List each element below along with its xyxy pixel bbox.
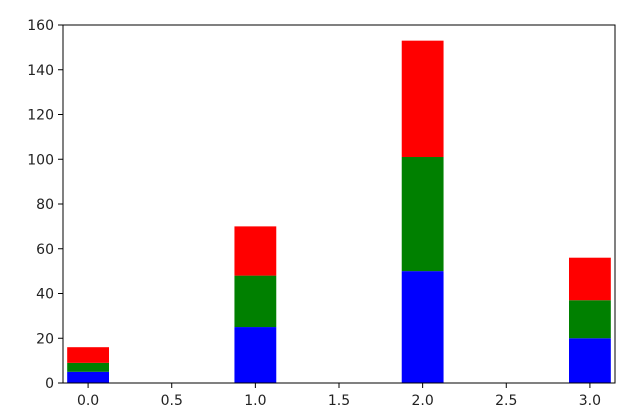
bars-group	[67, 40, 611, 384]
y-tick-label: 20	[36, 331, 54, 347]
bar-segment-0-1	[234, 327, 277, 383]
bar-segment-2-3	[569, 257, 611, 301]
bar-segment-2-2	[401, 40, 444, 158]
y-tick-label: 60	[36, 242, 54, 258]
bar-segment-1-1	[234, 275, 277, 328]
bar-segment-0-0	[67, 371, 109, 383]
y-tick-label: 100	[27, 152, 54, 168]
y-tick-label: 40	[36, 287, 54, 303]
bar-segment-0-3	[569, 338, 611, 383]
x-axis-ticks: 0.0 0.5 1.0 1.5 2.0 2.5 3.0	[77, 383, 601, 409]
bar-segment-2-1	[234, 226, 277, 276]
bar-segment-1-2	[401, 157, 444, 272]
y-tick-label: 140	[27, 63, 54, 79]
x-tick-label: 0.5	[161, 393, 183, 409]
x-tick-label: 2.0	[412, 393, 434, 409]
x-tick-label: 1.5	[328, 393, 350, 409]
y-tick-label: 120	[27, 108, 54, 124]
y-tick-label: 0	[45, 376, 54, 392]
y-axis-ticks: 0 20 40 60 80 100 120 140 160	[27, 18, 63, 392]
x-tick-label: 0.0	[77, 393, 99, 409]
y-tick-label: 80	[36, 197, 54, 213]
bar-segment-1-0	[67, 362, 109, 372]
bar-segment-0-2	[401, 271, 444, 384]
x-tick-label: 3.0	[579, 393, 601, 409]
bar-segment-1-3	[569, 300, 611, 339]
x-tick-label: 2.5	[495, 393, 517, 409]
x-tick-label: 1.0	[244, 393, 266, 409]
y-tick-label: 160	[27, 18, 54, 34]
bar-segment-2-0	[67, 347, 109, 363]
